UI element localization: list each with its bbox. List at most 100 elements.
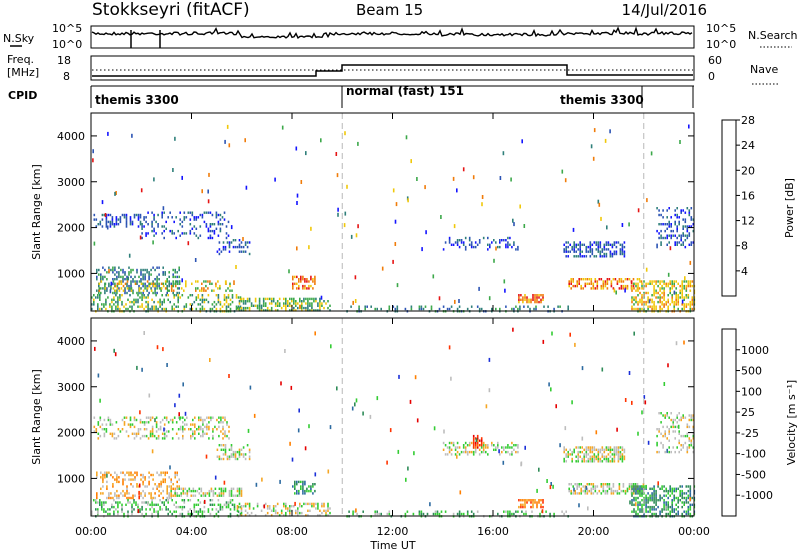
data-cell (658, 412, 660, 415)
data-cell (530, 501, 532, 504)
data-cell (98, 289, 101, 292)
data-cell (113, 512, 115, 516)
data-cell (661, 303, 663, 306)
data-cell (585, 446, 588, 449)
data-cell (100, 471, 102, 474)
data-cell (296, 201, 298, 205)
data-cell (448, 441, 451, 445)
data-cell (456, 450, 459, 454)
data-cell (520, 461, 523, 466)
data-cell (568, 282, 570, 285)
data-cell (156, 275, 158, 279)
data-cell (285, 514, 287, 517)
data-cell (114, 492, 116, 495)
data-cell (327, 469, 330, 474)
data-cell (144, 287, 146, 290)
data-cell (270, 302, 273, 305)
data-cell (162, 480, 164, 484)
data-cell (145, 501, 147, 504)
data-cell (236, 450, 239, 454)
data-cell (141, 225, 143, 228)
data-cell (380, 512, 382, 516)
data-cell (633, 499, 635, 502)
data-cell (667, 307, 669, 311)
data-cell (115, 294, 117, 297)
data-cell (655, 489, 657, 493)
data-cell (319, 514, 321, 517)
data-cell (285, 507, 287, 510)
data-cell (206, 423, 208, 426)
data-cell (667, 282, 669, 285)
data-cell (218, 434, 220, 438)
data-cell (458, 453, 461, 456)
data-cell (104, 287, 107, 290)
data-cell (319, 304, 321, 307)
data-cell (660, 223, 662, 226)
data-cell (648, 299, 651, 304)
x-tick-label: 08:00 (276, 525, 308, 538)
data-cell (307, 502, 309, 506)
data-cell (536, 296, 538, 299)
data-cell (276, 304, 279, 307)
data-cell (184, 492, 187, 495)
data-cell (274, 505, 277, 508)
data-cell (122, 268, 124, 272)
data-cell (217, 234, 220, 237)
data-cell (671, 280, 673, 283)
data-cell (476, 437, 479, 440)
data-cell (151, 220, 153, 224)
data-cell (193, 218, 196, 221)
data-cell (147, 223, 149, 226)
data-cell (101, 200, 104, 205)
data-cell (106, 225, 109, 230)
data-cell (194, 423, 196, 426)
data-cell (219, 223, 222, 226)
data-cell (300, 480, 302, 484)
data-cell (137, 503, 139, 506)
data-cell (686, 207, 689, 210)
data-cell (576, 282, 578, 285)
data-cell (656, 450, 658, 454)
data-cell (298, 492, 300, 495)
nsky-trace (91, 26, 693, 39)
data-cell (669, 487, 671, 490)
data-cell (280, 509, 283, 512)
data-cell (551, 331, 553, 336)
data-cell (682, 444, 684, 447)
data-cell (171, 305, 173, 308)
data-cell (667, 298, 669, 301)
data-cell (177, 300, 179, 304)
data-cell (631, 485, 633, 488)
data-cell (155, 305, 157, 308)
data-cell (136, 483, 138, 486)
data-cell (179, 223, 181, 226)
data-cell (689, 307, 692, 311)
data-cell (140, 273, 142, 276)
nsky-frame (90, 25, 695, 49)
data-cell (307, 300, 309, 303)
data-cell (526, 298, 528, 301)
data-cell (186, 492, 189, 495)
data-cell (193, 503, 196, 506)
data-cell (292, 282, 294, 285)
data-cell (563, 457, 565, 461)
data-cell (581, 446, 583, 449)
data-cell (195, 280, 197, 283)
data-cell (686, 229, 689, 233)
data-cell (112, 268, 114, 272)
data-cell (538, 501, 540, 504)
data-cell (179, 425, 182, 429)
data-cell (148, 284, 151, 288)
data-cell (474, 450, 477, 454)
data-cell (289, 507, 291, 510)
data-cell (565, 255, 567, 258)
data-cell (594, 280, 597, 283)
data-cell (647, 440, 650, 445)
data-cell (480, 437, 483, 440)
data-cell (242, 297, 245, 301)
data-cell (105, 428, 108, 431)
data-cell (458, 305, 461, 308)
data-cell (448, 448, 451, 451)
data-cell (176, 487, 178, 490)
data-cell (532, 505, 534, 509)
